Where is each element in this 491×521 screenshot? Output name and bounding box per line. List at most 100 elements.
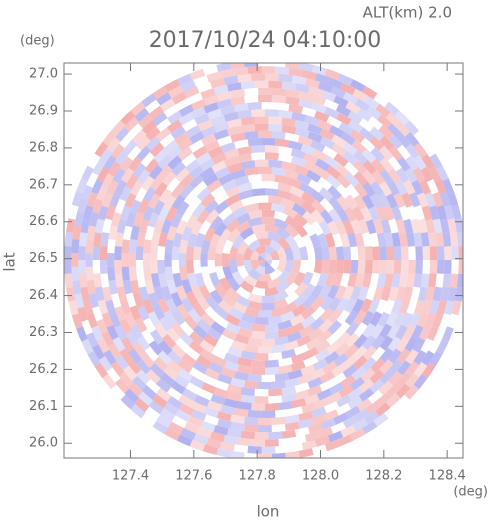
scan-cell xyxy=(130,225,140,241)
scan-cell xyxy=(298,325,314,338)
scan-cell xyxy=(258,381,272,390)
scan-cell xyxy=(261,294,276,304)
scan-cell xyxy=(76,178,88,194)
scan-cell xyxy=(298,98,314,109)
scan-cell xyxy=(155,127,172,142)
scan-cell xyxy=(373,412,389,427)
scan-cell xyxy=(230,377,246,388)
scan-cell xyxy=(221,252,230,268)
scan-cell xyxy=(384,273,394,288)
scan-cell xyxy=(163,310,177,326)
scan-cell xyxy=(185,214,199,229)
scan-cell xyxy=(327,320,342,335)
scan-cell xyxy=(230,169,246,180)
scan-cell xyxy=(234,371,249,381)
scan-cell xyxy=(179,266,189,281)
scan-cell xyxy=(229,246,239,260)
scan-cell xyxy=(187,233,198,248)
scan-cell xyxy=(298,182,314,195)
scan-cell xyxy=(281,385,297,396)
scan-cell xyxy=(294,83,310,94)
scan-cell xyxy=(114,232,124,247)
scan-cell xyxy=(320,418,337,430)
scan-cell xyxy=(282,301,298,314)
scan-cell xyxy=(323,106,340,119)
scan-cell xyxy=(426,325,439,341)
scan-cell xyxy=(347,272,358,288)
scan-cell xyxy=(143,239,152,254)
scan-cell xyxy=(291,352,307,364)
scan-cell xyxy=(88,293,99,309)
scan-cell xyxy=(116,218,127,234)
scan-cell xyxy=(122,279,133,295)
scan-cell xyxy=(152,85,169,100)
scan-cell xyxy=(362,334,377,350)
scan-cell xyxy=(344,206,357,222)
scan-cell xyxy=(284,421,300,431)
scan-cell xyxy=(194,113,210,126)
scan-cell xyxy=(209,272,221,287)
scan-cell xyxy=(357,218,369,234)
scan-cell xyxy=(360,206,373,222)
scan-cell xyxy=(200,133,217,146)
scan-cell xyxy=(328,296,342,312)
scan-cell xyxy=(150,246,159,260)
scan-cell xyxy=(361,420,378,435)
scan-cell xyxy=(192,361,208,375)
scan-cell xyxy=(120,110,136,126)
scan-cell xyxy=(317,329,333,344)
scan-cell xyxy=(329,382,345,395)
scan-cell xyxy=(436,260,445,274)
scan-cell xyxy=(145,136,161,151)
scan-cell xyxy=(428,232,437,247)
scan-cell xyxy=(162,333,177,349)
scan-cell xyxy=(396,133,411,149)
scan-cell xyxy=(64,232,74,247)
y-tick-label: 26.5 xyxy=(29,251,58,266)
scan-cell xyxy=(388,145,403,161)
scan-cell xyxy=(174,374,190,389)
scan-cell xyxy=(261,216,276,226)
scan-cell xyxy=(376,114,392,129)
scan-cell xyxy=(74,211,85,227)
scan-cell xyxy=(175,285,188,301)
scan-cell xyxy=(318,318,334,333)
scan-cell xyxy=(280,310,296,323)
scan-cell xyxy=(213,425,229,436)
scan-cell xyxy=(405,131,420,147)
scan-cell xyxy=(314,110,330,123)
scan-cell xyxy=(171,161,186,177)
scan-cell xyxy=(298,418,313,429)
scan-cell xyxy=(240,387,255,396)
scan-cell xyxy=(378,380,394,396)
scan-cell xyxy=(121,253,129,267)
scan-cell xyxy=(213,84,229,95)
scan-cell xyxy=(393,260,402,274)
scan-cell xyxy=(397,360,411,376)
scan-cell xyxy=(337,434,354,447)
scan-cell xyxy=(203,333,219,347)
scan-cell xyxy=(237,189,253,201)
scan-cell xyxy=(309,316,325,331)
scan-cell xyxy=(360,367,376,383)
scan-cell xyxy=(271,131,286,140)
scan-cell xyxy=(408,260,416,274)
scan-cell xyxy=(361,356,377,372)
scan-cell xyxy=(287,369,303,380)
scan-cell xyxy=(214,221,228,237)
scan-cell xyxy=(88,211,99,227)
scan-cell xyxy=(366,105,382,120)
scan-cell xyxy=(158,316,173,332)
scan-cell xyxy=(103,349,117,366)
scan-cell xyxy=(170,183,185,199)
scan-cell xyxy=(287,177,302,189)
scan-cell xyxy=(316,388,333,401)
scan-cell xyxy=(244,380,259,389)
scan-cell xyxy=(376,232,387,247)
scan-cell xyxy=(233,103,249,113)
scan-cell xyxy=(226,218,241,233)
scan-cell xyxy=(220,142,236,153)
scan-cell xyxy=(344,194,359,210)
scan-cell xyxy=(368,298,380,314)
scan-cell xyxy=(274,138,290,148)
